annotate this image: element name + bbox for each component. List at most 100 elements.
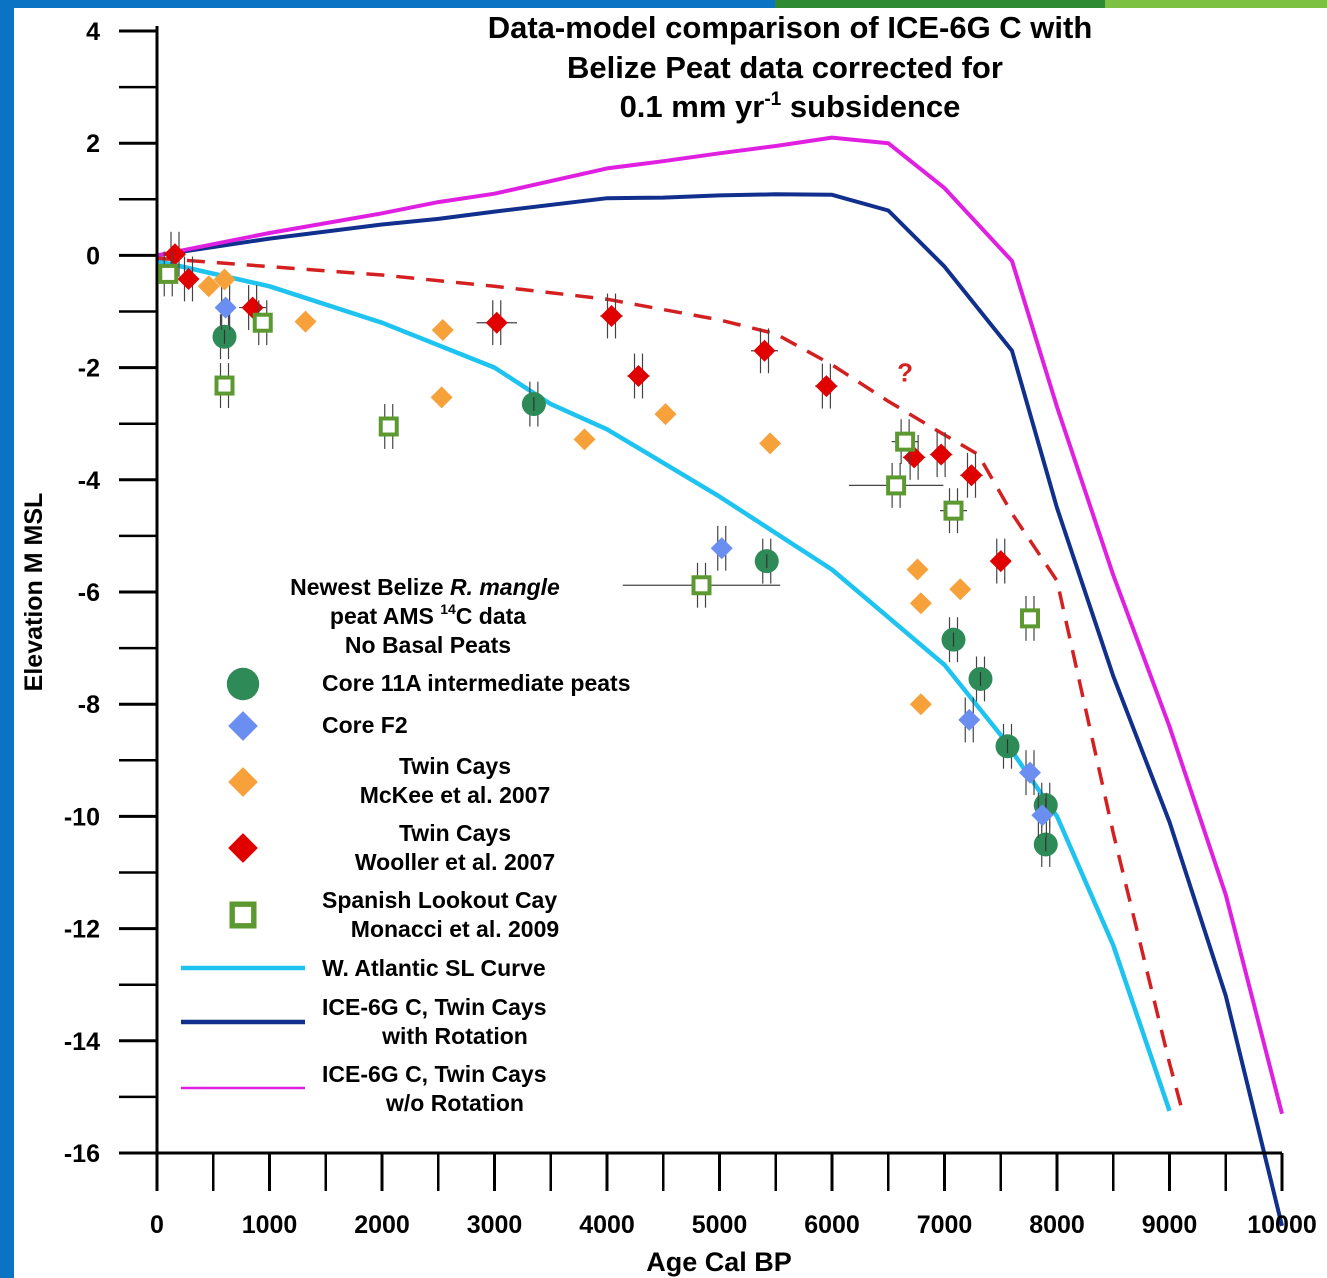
x-tick-label: 1000 xyxy=(242,1211,298,1239)
title-line-2: Belize Peat data corrected for xyxy=(567,50,1003,85)
point-wooller xyxy=(164,243,186,266)
top-accent-bar xyxy=(0,0,1327,8)
legend-label-icenorot: w/o Rotation xyxy=(385,1090,524,1116)
point-wooller xyxy=(815,375,838,398)
curve-icenorot xyxy=(156,135,1284,1115)
point-coref2 xyxy=(958,708,981,731)
point-mckee xyxy=(430,386,453,409)
y-tick-label: -10 xyxy=(64,803,100,831)
legend-symbol-coref2 xyxy=(228,711,258,741)
x-tick-label: 9000 xyxy=(1142,1211,1198,1239)
point-mckee xyxy=(294,310,317,333)
x-tick-label: 10000 xyxy=(1247,1211,1317,1239)
point-mckee xyxy=(909,592,932,615)
point-wooller xyxy=(989,550,1012,573)
y-tick-label: 4 xyxy=(86,18,100,46)
legend-label-icerot: ICE-6G C, Twin Cays xyxy=(322,994,547,1020)
accent-bar-lightgreen xyxy=(1105,0,1327,8)
point-mckee xyxy=(906,558,929,581)
legend-symbol-spanish xyxy=(229,901,257,929)
legend: Newest Belize R. mangle peat AMS 14C dat… xyxy=(181,574,631,1116)
accent-bar-green xyxy=(775,0,1105,8)
legend-entries: Core 11A intermediate peats Core F2 Twin C… xyxy=(181,667,631,1116)
y-tick-label: 2 xyxy=(86,130,100,158)
y-axis-label: Elevation M MSL xyxy=(20,493,48,692)
data-points xyxy=(158,231,1058,867)
question-mark-annotation: ? xyxy=(897,358,913,388)
point-mckee xyxy=(431,319,454,342)
point-coref2 xyxy=(1031,804,1054,827)
y-tick-label: -4 xyxy=(78,467,100,495)
legend-label-wooller: Twin Cays xyxy=(399,820,511,846)
point-mckee xyxy=(197,275,220,298)
y-tick-label: -16 xyxy=(64,1140,100,1168)
y-tick-label: -12 xyxy=(64,916,100,944)
point-spanish xyxy=(214,375,235,396)
legend-header-line-3: No Basal Peats xyxy=(345,632,511,658)
point-mckee xyxy=(573,428,596,451)
title-line-3: 0.1 mm yr-1 subsidence xyxy=(620,89,961,124)
point-mckee xyxy=(949,578,972,601)
x-tick-label: 8000 xyxy=(1029,1211,1085,1239)
legend-label-core11a: Core 11A intermediate peats xyxy=(322,670,631,696)
point-mckee xyxy=(759,432,782,455)
point-spanish xyxy=(943,500,964,521)
legend-label-spanish: Spanish Lookout Cay xyxy=(322,887,557,913)
legend-label-mckee: Twin Cays xyxy=(399,753,511,779)
point-spanish xyxy=(1020,608,1040,629)
x-tick-label: 0 xyxy=(150,1211,164,1239)
x-axis-label: Age Cal BP xyxy=(646,1247,792,1277)
y-tick-label: -6 xyxy=(78,579,100,607)
point-coref2 xyxy=(710,537,733,560)
model-curves xyxy=(156,135,1284,1227)
x-tick-label: 6000 xyxy=(804,1211,860,1239)
point-spanish xyxy=(252,312,273,333)
legend-symbol-wooller xyxy=(228,833,258,863)
legend-label-icenorot: ICE-6G C, Twin Cays xyxy=(322,1061,547,1087)
point-wooller xyxy=(177,267,200,290)
x-tick-label: 5000 xyxy=(692,1211,748,1239)
title-line-3-sup: -1 xyxy=(764,89,781,110)
legend-symbol-core11a xyxy=(226,667,260,701)
point-coref2 xyxy=(214,296,237,319)
slide-panel xyxy=(14,8,1327,1278)
x-tick-label: 7000 xyxy=(917,1211,973,1239)
point-spanish xyxy=(886,475,907,496)
point-wooller xyxy=(627,365,650,388)
y-tick-label: -8 xyxy=(78,691,100,719)
curve-icerot xyxy=(156,192,1284,1227)
accent-bar-blue xyxy=(0,0,775,8)
point-coref2 xyxy=(1019,761,1041,784)
y-tick-label: -2 xyxy=(78,355,100,383)
x-tick-label: 3000 xyxy=(467,1211,523,1239)
legend-header-line-2: peat AMS 14C data xyxy=(330,601,526,629)
point-mckee xyxy=(213,268,236,291)
x-tick-label: 4000 xyxy=(579,1211,635,1239)
point-spanish xyxy=(895,431,916,452)
x-tick-label: 2000 xyxy=(354,1211,410,1239)
point-wooller xyxy=(930,443,953,466)
legend-label-mckee: McKee et al. 2007 xyxy=(360,782,551,808)
title-line-1: Data-model comparison of ICE-6G C with xyxy=(488,10,1093,45)
axes: 4 2 0 -2 -4 -6 -8 -10 -12 -14 -16 0 1000 2000 3000 4000… xyxy=(64,18,1317,1239)
point-wooller xyxy=(600,304,623,327)
title-line-3-post: subsidence xyxy=(781,89,960,124)
legend-header-line-1: Newest Belize R. mangle xyxy=(290,574,560,600)
legend-label-watl: W. Atlantic SL Curve xyxy=(322,955,546,981)
point-spanish xyxy=(691,575,712,596)
legend-label-icerot: with Rotation xyxy=(381,1023,528,1049)
legend-label-spanish: Monacci et al. 2009 xyxy=(351,916,559,942)
curve-watl xyxy=(156,258,1172,1112)
point-spanish xyxy=(158,263,179,284)
point-wooller xyxy=(960,464,983,487)
point-wooller xyxy=(485,311,508,334)
legend-symbol-mckee xyxy=(228,767,258,797)
legend-label-wooller: Wooller et al. 2007 xyxy=(355,849,555,875)
point-mckee xyxy=(654,403,677,426)
point-wooller xyxy=(753,339,776,362)
title-line-3-pre: 0.1 mm yr xyxy=(620,89,765,124)
point-spanish xyxy=(378,416,399,437)
y-tick-label: -14 xyxy=(64,1028,100,1056)
chart-title: Data-model comparison of ICE-6G C with B… xyxy=(488,10,1093,124)
